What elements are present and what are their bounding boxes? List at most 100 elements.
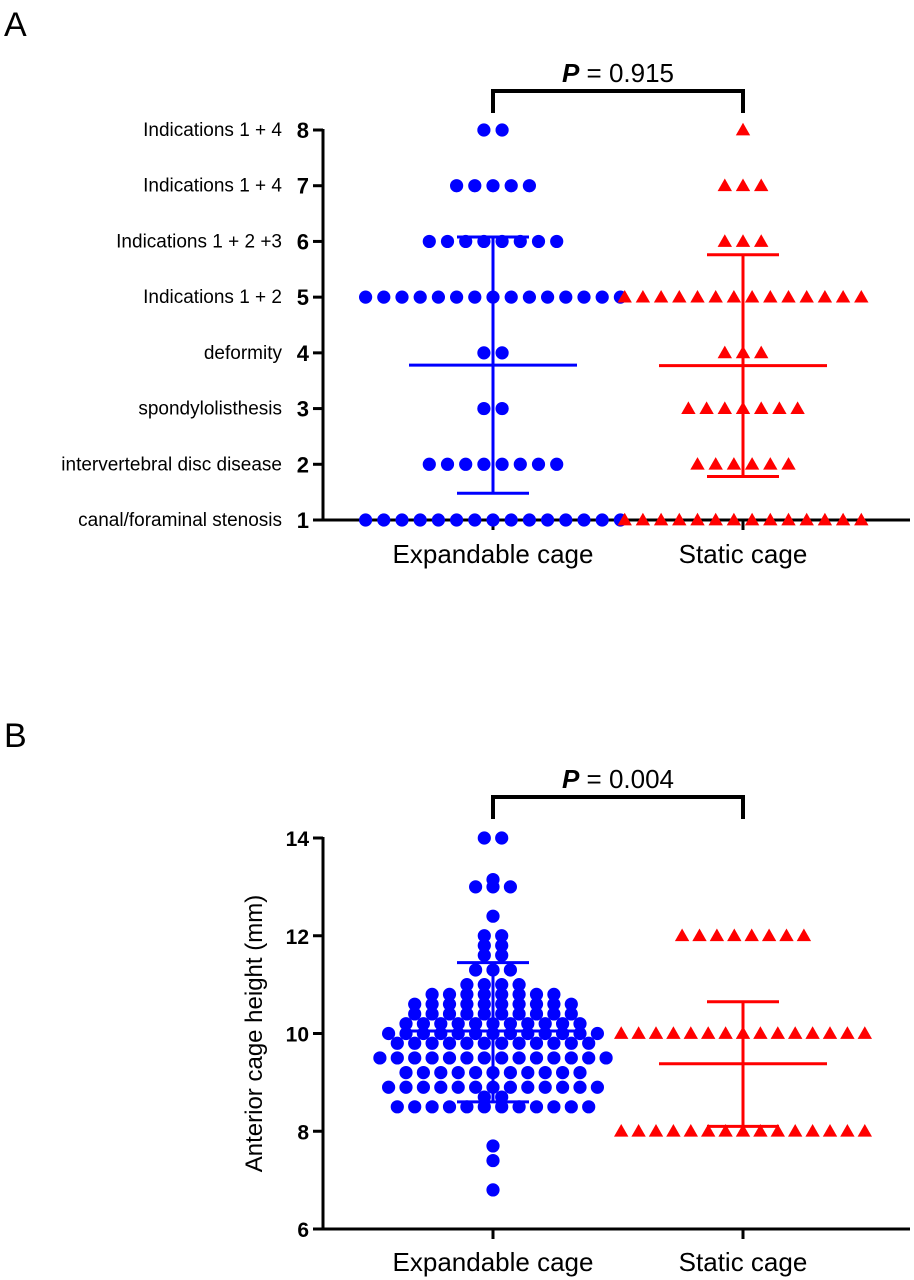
data-point: [469, 1066, 483, 1080]
data-point: [450, 179, 464, 193]
data-point: [573, 1080, 587, 1094]
data-point: [529, 1036, 544, 1050]
data-point: [521, 1017, 535, 1031]
data-point: [617, 289, 632, 303]
data-point: [709, 928, 725, 942]
p-symbol: P: [562, 58, 580, 88]
y-tick-label: 1: [297, 508, 309, 533]
data-point: [486, 179, 500, 193]
data-point: [504, 179, 518, 193]
data-point: [717, 178, 732, 192]
data-point: [666, 1124, 681, 1137]
data-point: [408, 1051, 422, 1065]
data-point: [744, 457, 760, 470]
data-point: [477, 1007, 491, 1021]
indication-label: Indications 1 + 2 +3: [116, 231, 282, 252]
data-point: [854, 289, 869, 303]
data-point: [512, 978, 526, 992]
y-tick-label: 2: [297, 452, 309, 477]
data-point: [564, 997, 578, 1011]
data-point: [495, 123, 509, 137]
data-point: [416, 1066, 430, 1080]
data-point: [431, 513, 445, 527]
data-point: [451, 1080, 465, 1094]
data-point: [486, 909, 500, 923]
data-point: [857, 1124, 872, 1137]
data-point: [529, 1100, 544, 1114]
data-point: [590, 1026, 605, 1041]
data-point: [495, 1100, 509, 1114]
data-point: [726, 457, 742, 470]
data-point: [564, 1036, 578, 1050]
data-point: [459, 457, 473, 471]
data-point: [451, 1066, 465, 1080]
data-point: [541, 290, 555, 304]
data-point: [477, 1036, 491, 1050]
data-point: [582, 1036, 596, 1050]
data-point: [547, 1007, 561, 1021]
data-point: [595, 290, 609, 304]
data-point: [512, 1007, 526, 1021]
data-point: [382, 1026, 396, 1041]
data-point: [377, 513, 391, 527]
data-point: [779, 928, 794, 942]
data-point: [390, 1036, 404, 1050]
data-point: [468, 290, 482, 304]
data-point: [503, 963, 517, 977]
y-tick-label: 14: [286, 828, 310, 851]
data-point: [690, 289, 705, 303]
data-point: [390, 1051, 404, 1065]
data-point: [469, 963, 483, 977]
data-point: [442, 1051, 457, 1065]
data-point: [681, 401, 696, 414]
data-point: [788, 1026, 803, 1039]
data-point: [854, 512, 869, 526]
data-point: [477, 938, 491, 953]
data-point: [512, 1051, 526, 1065]
p-value-label: P = 0.004: [562, 764, 674, 794]
data-point: [513, 457, 527, 471]
data-point: [529, 997, 544, 1011]
data-point: [408, 997, 422, 1011]
data-point: [477, 1100, 491, 1114]
data-point: [440, 457, 455, 471]
data-point: [556, 1066, 570, 1080]
data-point: [504, 290, 518, 304]
data-point: [477, 1090, 491, 1104]
data-point: [550, 457, 564, 471]
data-point: [495, 1051, 509, 1065]
y-tick-label: 6: [297, 1219, 309, 1242]
y-tick-label: 5: [297, 285, 309, 310]
y-tick-label: 10: [286, 1024, 309, 1047]
data-point: [469, 1080, 483, 1094]
data-point: [390, 1100, 404, 1114]
data-point: [547, 1051, 561, 1065]
data-point: [425, 1007, 439, 1021]
indication-label: Indications 1 + 4: [143, 176, 282, 197]
indication-label: deformity: [204, 343, 283, 364]
data-point: [701, 1026, 716, 1039]
data-point: [477, 997, 491, 1011]
x-category-label: Static cage: [679, 539, 808, 569]
data-point: [477, 123, 491, 137]
x-category-label: Static cage: [679, 1247, 808, 1277]
data-point: [582, 1100, 596, 1114]
data-point: [416, 1080, 430, 1094]
data-point: [840, 1026, 855, 1039]
data-point: [408, 1007, 422, 1021]
y-tick-label: 12: [286, 926, 309, 949]
data-point: [835, 289, 851, 303]
data-point: [512, 1100, 526, 1114]
data-point: [599, 1051, 613, 1065]
data-point: [805, 1124, 820, 1137]
data-point: [631, 1124, 646, 1137]
data-point: [468, 179, 482, 193]
data-point: [577, 290, 591, 304]
data-point: [744, 289, 760, 303]
data-point: [495, 929, 509, 943]
data-point: [735, 234, 751, 247]
data-point: [717, 234, 732, 247]
data-point: [799, 289, 814, 303]
y-tick-label: 4: [297, 341, 310, 366]
